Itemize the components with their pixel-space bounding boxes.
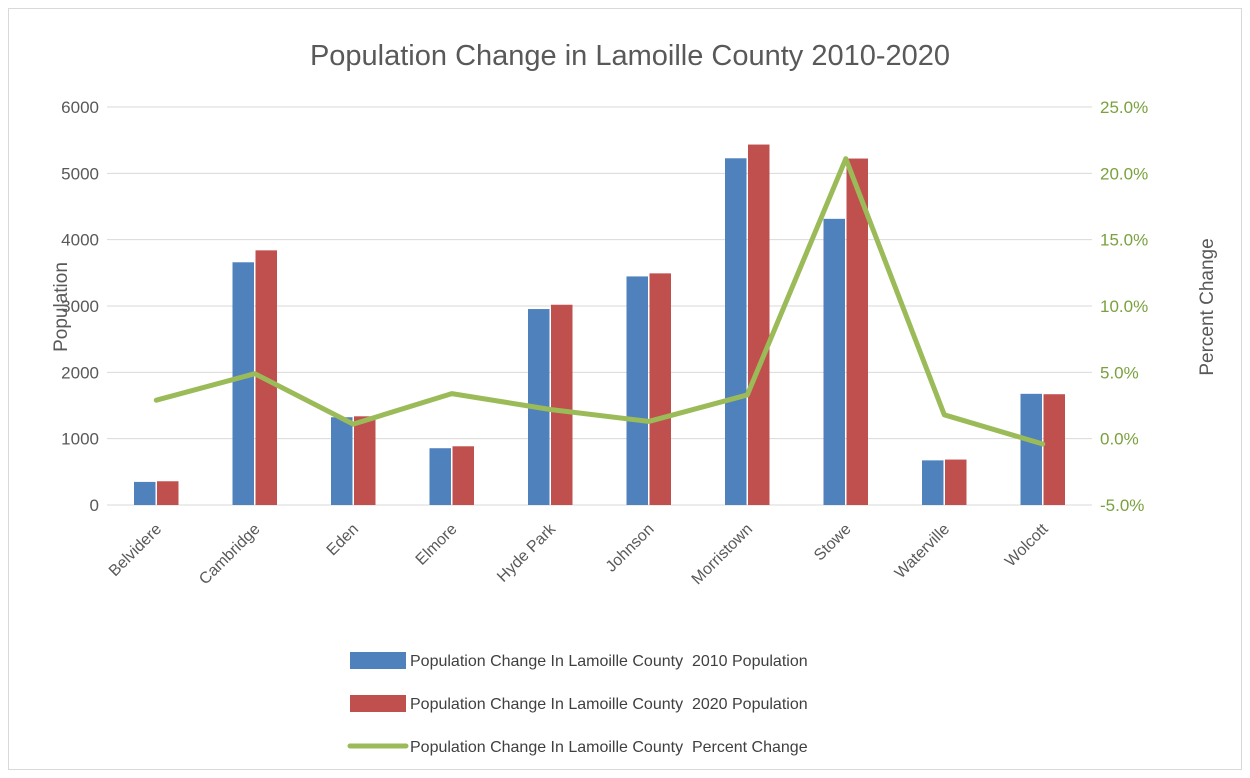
percent-change-line — [153, 156, 1046, 447]
left-tick-label: 3000 — [61, 297, 99, 316]
bar-2010 — [823, 218, 845, 505]
left-tick-label: 2000 — [61, 363, 99, 382]
bars — [134, 144, 1065, 505]
right-tick-label: -5.0% — [1100, 496, 1144, 515]
right-axis-title: Percent Change — [1197, 238, 1218, 375]
percent-change-point — [942, 412, 947, 417]
left-tick-label: 4000 — [61, 231, 99, 250]
left-tick-label: 5000 — [61, 164, 99, 183]
legend-label: Population Change In Lamoille County 201… — [410, 653, 808, 670]
right-tick-label: 0.0% — [1100, 430, 1139, 449]
percent-change-point — [154, 398, 159, 403]
left-axis-title: Population — [51, 262, 72, 352]
bar-2020 — [748, 144, 770, 505]
right-tick-label: 10.0% — [1100, 297, 1148, 316]
bar-2020 — [649, 273, 671, 505]
legend-swatch — [350, 695, 406, 712]
right-tick-label: 20.0% — [1100, 164, 1148, 183]
legend: Population Change In Lamoille County 201… — [347, 652, 808, 756]
bar-2010 — [1020, 393, 1042, 505]
bar-2010 — [429, 448, 451, 505]
left-axis-ticks: 0 1000 2000 3000 4000 5000 6000 — [61, 98, 99, 515]
chart-border — [8, 8, 1242, 770]
percent-change-point — [252, 371, 257, 376]
bar-2010 — [134, 481, 156, 505]
bar-2010 — [232, 262, 254, 505]
percent-change-point — [351, 422, 356, 427]
bar-2020 — [1043, 394, 1065, 505]
right-tick-label: 5.0% — [1100, 363, 1139, 382]
percent-line — [153, 156, 1046, 447]
bar-2020 — [846, 158, 868, 505]
bar-2020 — [551, 304, 573, 505]
left-tick-label: 0 — [90, 496, 99, 515]
bar-2010 — [922, 460, 944, 505]
bar-2010 — [725, 158, 747, 505]
bar-2020 — [354, 416, 376, 505]
percent-change-point — [745, 392, 750, 397]
percent-change-point — [646, 419, 651, 424]
chart-title: Population Change in Lamoille County 201… — [310, 40, 950, 72]
legend-swatch — [350, 652, 406, 669]
right-tick-label: 15.0% — [1100, 231, 1148, 250]
bar-2020 — [945, 459, 967, 505]
legend-label: Population Change In Lamoille County Per… — [410, 739, 808, 756]
legend-label: Population Change In Lamoille County 202… — [410, 696, 808, 713]
percent-change-point — [843, 156, 848, 161]
bar-2010 — [626, 276, 648, 505]
percent-change-point — [1040, 441, 1045, 446]
right-tick-label: 25.0% — [1100, 98, 1148, 117]
percent-change-point — [548, 407, 553, 412]
left-tick-label: 6000 — [61, 98, 99, 117]
left-tick-label: 1000 — [61, 430, 99, 449]
bar-2020 — [157, 481, 179, 505]
right-axis-ticks: -5.0% 0.0% 5.0% 10.0% 15.0% 20.0% 25.0% — [1100, 98, 1148, 515]
bar-2020 — [452, 446, 474, 505]
bar-2010 — [331, 417, 353, 505]
percent-change-point — [449, 391, 454, 396]
